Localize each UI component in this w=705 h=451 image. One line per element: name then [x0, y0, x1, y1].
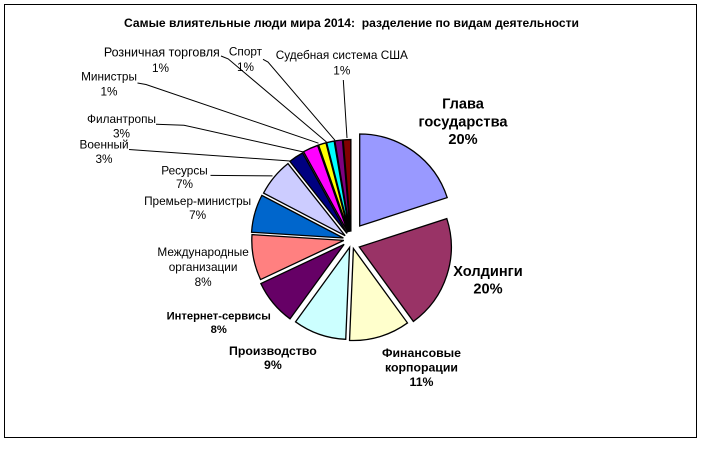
svg-text:20%: 20% — [448, 132, 477, 148]
svg-text:8%: 8% — [195, 275, 213, 289]
svg-text:3%: 3% — [113, 126, 131, 140]
svg-text:9%: 9% — [264, 358, 282, 372]
svg-text:корпорации: корпорации — [385, 361, 458, 375]
svg-text:11%: 11% — [410, 375, 434, 389]
svg-text:Премьер-министры: Премьер-министры — [144, 194, 251, 208]
svg-text:Министры: Министры — [81, 70, 137, 84]
svg-text:Военный: Военный — [79, 137, 128, 151]
svg-text:Филантропы: Филантропы — [87, 112, 156, 126]
svg-text:1%: 1% — [100, 84, 118, 98]
svg-text:Международные: Международные — [157, 245, 249, 259]
svg-text:Розничная торговля: Розничная торговля — [104, 46, 220, 60]
svg-text:20%: 20% — [473, 282, 502, 298]
svg-text:7%: 7% — [176, 177, 194, 191]
svg-text:государства: государства — [419, 114, 509, 130]
svg-text:1%: 1% — [237, 60, 255, 74]
svg-text:Интернет-сервисы: Интернет-сервисы — [167, 311, 271, 323]
svg-text:Финансовые: Финансовые — [382, 346, 461, 360]
svg-text:7%: 7% — [189, 208, 207, 222]
svg-text:Судебная система США: Судебная система США — [276, 48, 408, 62]
svg-text:Производство: Производство — [229, 344, 317, 358]
svg-text:организации: организации — [169, 260, 238, 274]
svg-text:3%: 3% — [95, 152, 113, 166]
svg-text:Ресурсы: Ресурсы — [161, 163, 208, 177]
svg-text:8%: 8% — [211, 324, 227, 336]
svg-text:Глава: Глава — [442, 96, 485, 112]
svg-text:Холдинги: Холдинги — [453, 264, 522, 280]
svg-text:Спорт: Спорт — [229, 45, 263, 59]
svg-text:1%: 1% — [333, 64, 351, 78]
svg-text:1%: 1% — [152, 61, 170, 75]
svg-text:Самые влиятельные люди мира 20: Самые влиятельные люди мира 2014: раздел… — [124, 16, 579, 30]
